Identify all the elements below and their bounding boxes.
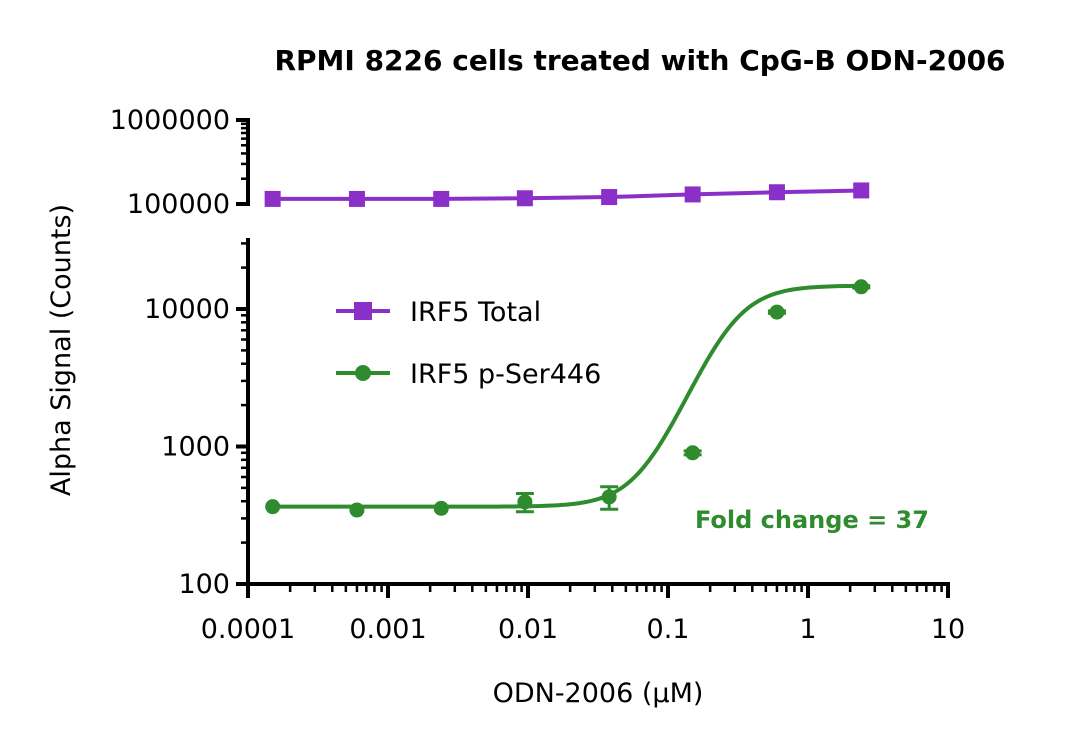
y-tick-label: 100000 <box>127 189 230 220</box>
series-marker-irf5-total <box>853 182 870 199</box>
series-marker-irf5-pser446 <box>349 502 365 518</box>
series-marker-irf5-pser446 <box>601 489 617 505</box>
legend-label-irf5-pser446: IRF5 p-Ser446 <box>410 359 601 390</box>
series-line-irf5-total <box>272 188 862 201</box>
series-group <box>264 182 871 518</box>
y-tick-label: 10000 <box>144 294 230 325</box>
legend-marker-irf5-pser446 <box>355 365 371 381</box>
x-tick-label: 0.01 <box>498 614 558 645</box>
series-marker-irf5-total <box>768 184 785 201</box>
x-tick-label: 0.0001 <box>201 614 295 645</box>
chart-title: RPMI 8226 cells treated with CpG-B ODN-2… <box>274 44 1005 77</box>
series-marker-irf5-pser446 <box>433 500 449 516</box>
x-axis-label: ODN-2006 (µM) <box>493 678 704 709</box>
series-marker-irf5-total <box>348 190 365 207</box>
x-tick-label: 10 <box>931 614 965 645</box>
y-ticks: 100000 1000000 100 1000 10000 <box>110 105 248 600</box>
legend-label-irf5-total: IRF5 Total <box>410 297 541 328</box>
fold-change-annotation: Fold change = 37 <box>695 506 929 534</box>
series-marker-irf5-pser446 <box>685 445 701 461</box>
series-marker-irf5-total <box>684 186 701 203</box>
x-tick-label: 1 <box>799 614 816 645</box>
series-marker-irf5-total <box>433 190 450 207</box>
series-marker-irf5-pser446 <box>265 499 281 515</box>
y-tick-label: 1000 <box>161 432 230 463</box>
series-marker-irf5-pser446 <box>517 494 533 510</box>
legend-marker-irf5-total <box>354 302 372 320</box>
series-marker-irf5-total <box>601 189 618 206</box>
series-marker-irf5-total <box>516 190 533 207</box>
x-ticks: 0.0001 0.001 0.01 0.1 1 10 <box>201 584 965 645</box>
y-axis-label: Alpha Signal (Counts) <box>46 204 77 496</box>
legend: IRF5 Total IRF5 p-Ser446 <box>336 297 601 390</box>
series-marker-irf5-pser446 <box>853 279 869 295</box>
y-tick-label: 100 <box>178 569 230 600</box>
series-fit-irf5-pser446 <box>272 283 862 509</box>
y-tick-label: 1000000 <box>110 105 230 136</box>
x-tick-label: 0.001 <box>349 614 426 645</box>
series-marker-irf5-pser446 <box>769 304 785 320</box>
x-tick-label: 0.1 <box>647 614 690 645</box>
series-marker-irf5-total <box>264 190 281 207</box>
